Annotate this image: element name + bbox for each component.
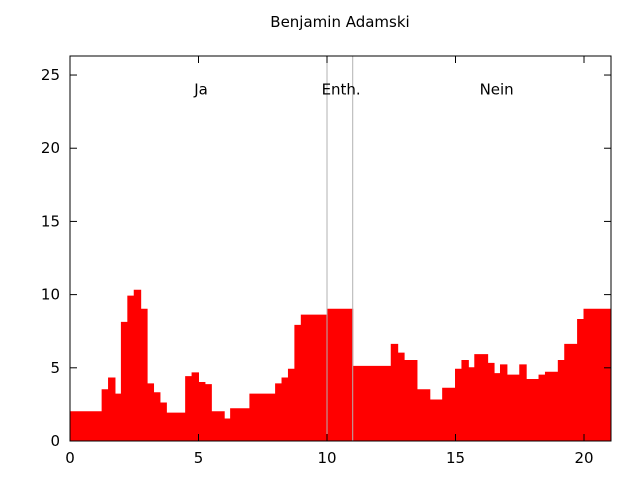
x-axis-tick-label: 20 [574, 449, 593, 467]
y-axis-tick-label: 5 [50, 359, 60, 377]
x-axis-tick-label: 0 [65, 449, 75, 467]
y-axis-tick-label: 15 [41, 212, 60, 230]
x-axis-tick-label: 10 [317, 449, 336, 467]
region-label-ja: Ja [193, 81, 208, 99]
x-axis-tick-label: 15 [446, 449, 465, 467]
region-label-enth: Enth. [322, 81, 361, 99]
x-tick-labels: 0 5 10 15 20 [65, 449, 593, 467]
y-axis-tick-label: 0 [50, 432, 60, 450]
y-axis-tick-label: 10 [41, 286, 60, 304]
chart-title: Benjamin Adamski [270, 13, 409, 31]
region-dividers [326, 56, 354, 441]
axis-ticks [69, 56, 611, 442]
y-axis-tick-label: 25 [41, 66, 60, 84]
x-axis-tick-label: 5 [194, 449, 204, 467]
plot-border [69, 55, 612, 442]
region-labels: Ja Enth. Nein [193, 81, 513, 99]
y-tick-labels: 0 5 10 15 20 25 [41, 66, 60, 450]
region-label-nein: Nein [480, 81, 514, 99]
y-axis-tick-label: 20 [41, 139, 60, 157]
plot-border-rect [69, 55, 612, 442]
